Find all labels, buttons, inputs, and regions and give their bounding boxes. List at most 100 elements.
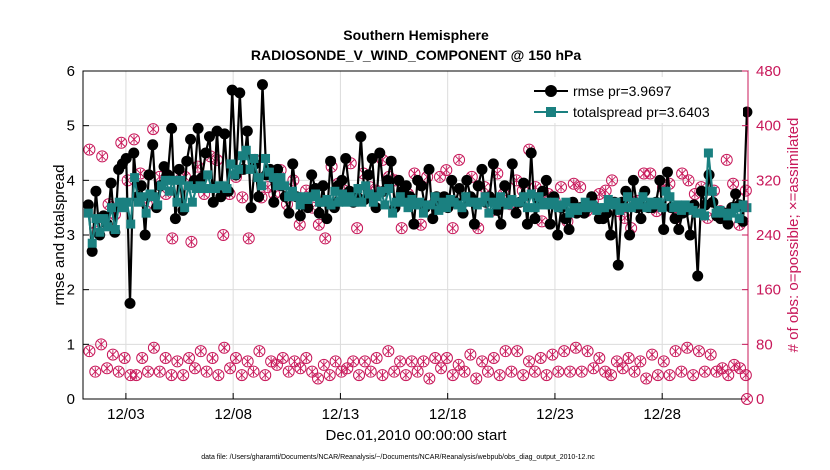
rmse-point <box>525 147 537 159</box>
obs-point <box>142 365 155 378</box>
rmse-point <box>635 213 647 225</box>
obs-point <box>300 352 313 364</box>
totalspread-point <box>280 181 290 191</box>
y-right-tick-label: 240 <box>756 227 781 244</box>
totalspread-point <box>187 197 197 207</box>
x-tick-label: 12/03 <box>107 406 145 423</box>
rmse-point <box>362 169 374 181</box>
obs-point <box>675 365 688 378</box>
rmse-point <box>393 174 405 186</box>
rmse-point <box>219 128 231 140</box>
totalspread-point <box>291 192 301 202</box>
totalspread-point <box>442 203 452 213</box>
obs-point <box>722 369 735 382</box>
obs-point <box>329 355 342 368</box>
rmse-point <box>268 196 280 208</box>
totalspread-point <box>399 197 409 207</box>
rmse-point <box>692 270 704 282</box>
totalspread-point <box>91 214 101 224</box>
obs-point <box>323 369 336 382</box>
rmse-point <box>453 183 465 195</box>
rmse-point <box>381 174 393 186</box>
obs-point <box>574 181 587 194</box>
obs-point <box>511 345 524 358</box>
obs-point <box>394 355 407 368</box>
totalspread-point <box>611 197 621 207</box>
totalspread-point <box>426 200 436 210</box>
obs-point <box>644 167 657 180</box>
rmse-point <box>294 210 306 222</box>
obs-point <box>319 232 332 245</box>
totalspread-point <box>657 203 667 213</box>
totalspread-point <box>114 197 124 207</box>
totalspread-point <box>353 184 363 194</box>
rmse-point <box>408 218 420 230</box>
obs-point <box>253 345 266 358</box>
obs-point <box>423 372 436 385</box>
totalspread-point <box>357 197 367 207</box>
obs-point <box>247 365 260 378</box>
rmse-point <box>272 163 284 175</box>
obs-point <box>564 365 577 378</box>
totalspread-point <box>122 197 132 207</box>
obs-point <box>200 365 213 378</box>
totalspread-point <box>126 219 136 229</box>
chart-subtitle: RADIOSONDE_V_WIND_COMPONENT @ 150 hPa <box>251 47 581 63</box>
y-right-tick-label: 400 <box>756 118 781 135</box>
totalspread-point <box>168 175 178 185</box>
totalspread-point <box>634 200 644 210</box>
totalspread-point <box>438 197 448 207</box>
obs-point <box>505 365 518 378</box>
totalspread-point <box>457 203 467 213</box>
rmse-point <box>529 213 541 225</box>
totalspread-point <box>160 175 170 185</box>
totalspread-point <box>230 170 240 180</box>
totalspread-point <box>503 200 513 210</box>
rmse-point <box>495 218 507 230</box>
totalspread-point <box>434 205 444 215</box>
obs-point <box>159 352 172 364</box>
totalspread-point <box>345 192 355 202</box>
totalspread-point <box>268 173 278 183</box>
obs-point <box>382 345 395 358</box>
totalspread-point <box>284 192 294 202</box>
obs-point <box>364 365 377 378</box>
rmse-point <box>169 213 181 225</box>
totalspread-point <box>257 181 267 191</box>
obs-point <box>294 362 307 375</box>
obs-point <box>417 355 430 368</box>
totalspread-point <box>519 192 529 202</box>
rmse-point <box>158 161 170 173</box>
obs-point <box>476 355 489 368</box>
totalspread-point <box>588 200 598 210</box>
obs-point <box>440 164 453 177</box>
x-tick-label: 12/28 <box>643 406 681 423</box>
rmse-point <box>120 152 132 164</box>
obs-point <box>481 365 494 378</box>
totalspread-point <box>407 194 417 204</box>
rmse-point <box>90 185 102 197</box>
obs-point <box>546 348 559 361</box>
totalspread-point <box>653 197 663 207</box>
totalspread-point <box>338 189 348 199</box>
totalspread-point <box>430 192 440 202</box>
obs-point <box>112 365 125 378</box>
obs-point <box>259 369 272 382</box>
rmse-point <box>654 174 666 186</box>
obs-point <box>698 365 711 378</box>
y-axis-right: 0 80 160 240 320 400 480 <box>742 63 781 408</box>
rmse-point <box>253 191 265 203</box>
obs-point <box>470 372 483 385</box>
obs-point <box>637 167 650 180</box>
totalspread-point <box>237 151 247 161</box>
obs-point <box>83 345 96 358</box>
y-left-tick-label: 2 <box>67 282 75 299</box>
totalspread-point <box>276 173 286 183</box>
rmse-point <box>540 174 552 186</box>
rmse-point <box>207 196 219 208</box>
rmse-point <box>192 122 204 134</box>
totalspread-point <box>334 197 344 207</box>
series-lines <box>82 79 753 309</box>
obs-point <box>552 365 565 378</box>
rmse-point <box>325 155 337 167</box>
